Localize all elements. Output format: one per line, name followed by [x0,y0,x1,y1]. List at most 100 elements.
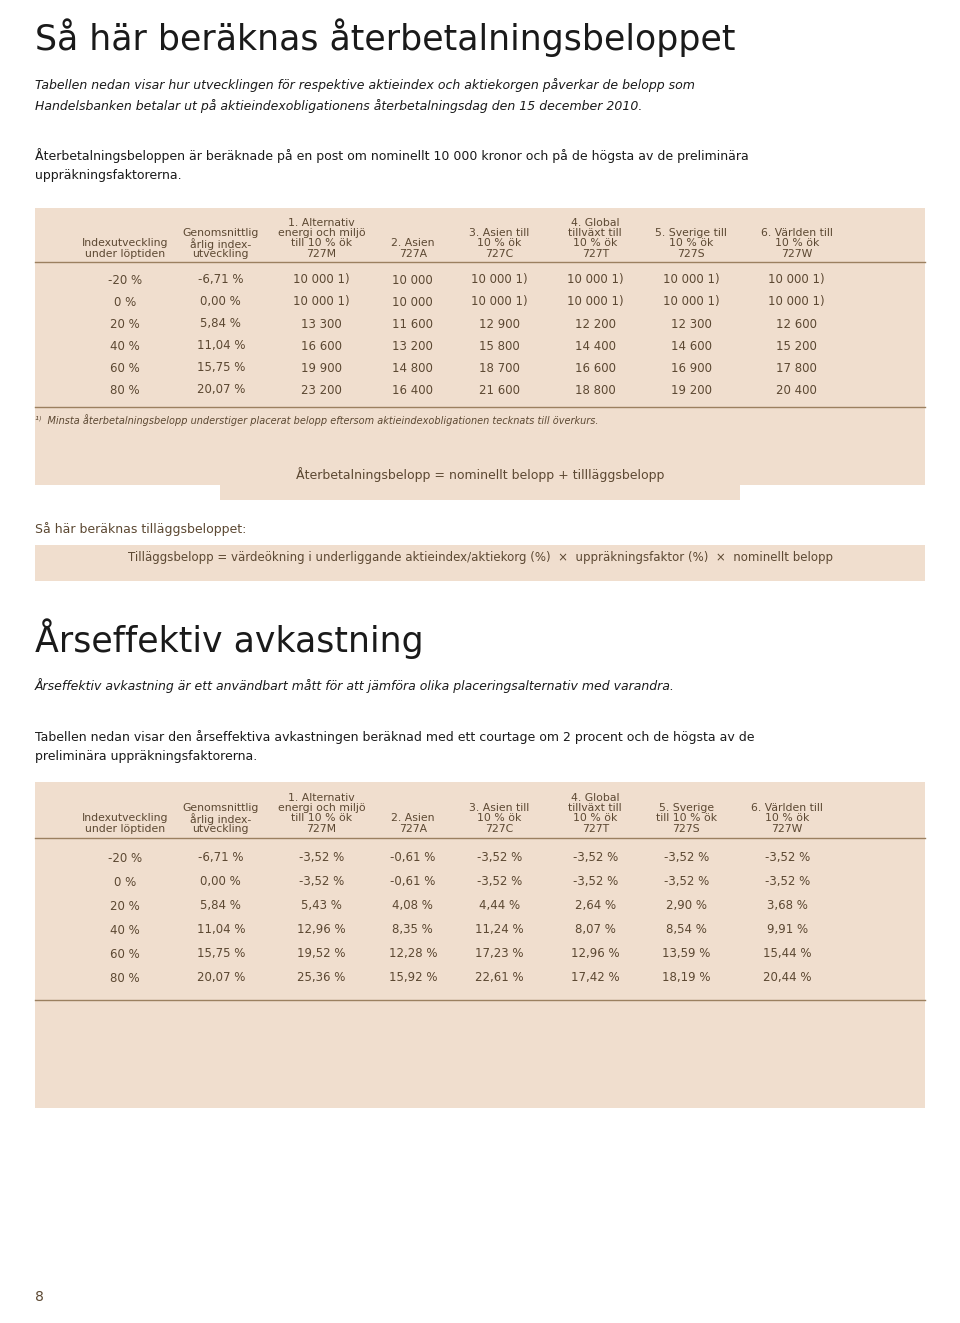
Text: -3,52 %: -3,52 % [663,852,709,864]
Text: 60 %: 60 % [110,361,139,374]
Text: 15,75 %: 15,75 % [197,947,245,960]
Text: -3,52 %: -3,52 % [663,876,709,889]
Text: 17,23 %: 17,23 % [475,947,523,960]
Text: 11,04 %: 11,04 % [197,340,245,352]
Text: -3,52 %: -3,52 % [764,852,810,864]
Text: 14 800: 14 800 [393,361,433,374]
Text: 0 %: 0 % [113,876,136,889]
Text: -0,61 %: -0,61 % [390,852,436,864]
Text: 727T: 727T [582,824,609,833]
Text: -6,71 %: -6,71 % [198,852,244,864]
Text: 5. Sverige: 5. Sverige [659,803,714,814]
Text: 10 000 1): 10 000 1) [567,295,623,308]
Text: 727S: 727S [678,249,705,259]
Text: årlig index-: årlig index- [190,814,252,826]
Text: 20 %: 20 % [110,318,139,331]
Text: -3,52 %: -3,52 % [572,852,618,864]
Text: 0,00 %: 0,00 % [201,295,241,308]
Text: 727A: 727A [398,249,427,259]
Text: 727W: 727W [772,824,803,833]
Text: 5. Sverige till: 5. Sverige till [656,228,727,238]
Text: 10 % ök: 10 % ök [573,814,617,823]
Text: 1. Alternativ: 1. Alternativ [288,792,355,803]
Text: -20 %: -20 % [108,852,142,864]
Text: 13 200: 13 200 [393,340,433,352]
Text: 12 900: 12 900 [479,318,519,331]
Text: 12 200: 12 200 [575,318,615,331]
Text: 20 400: 20 400 [777,384,817,397]
Text: 16 600: 16 600 [301,340,342,352]
Text: Årseffektiv avkastning: Årseffektiv avkastning [35,618,423,659]
Text: tillväxt till: tillväxt till [568,228,622,238]
Text: 20 %: 20 % [110,900,139,913]
Text: Tabellen nedan visar den årseffektiva avkastningen beräknad med ett courtage om : Tabellen nedan visar den årseffektiva av… [35,730,755,763]
Text: energi och miljö: energi och miljö [277,228,366,238]
Text: 22,61 %: 22,61 % [475,971,523,984]
Text: 19,52 %: 19,52 % [298,947,346,960]
Text: Indexutveckling: Indexutveckling [82,814,168,823]
Text: 727M: 727M [306,249,337,259]
Text: Årseffektiv avkastning är ett användbart mått för att jämföra olika placeringsal: Årseffektiv avkastning är ett användbart… [35,677,675,693]
Text: 6. Världen till: 6. Världen till [752,803,823,814]
Text: 2. Asien: 2. Asien [391,238,435,247]
Text: 80 %: 80 % [110,384,139,397]
Text: 10 % ök: 10 % ök [573,238,617,247]
Text: 10 000: 10 000 [393,274,433,287]
Text: 4,08 %: 4,08 % [393,900,433,913]
Text: under löptiden: under löptiden [84,249,165,259]
Text: 18,19 %: 18,19 % [662,971,710,984]
Text: utveckling: utveckling [193,824,249,833]
Text: 0,00 %: 0,00 % [201,876,241,889]
Text: 40 %: 40 % [110,923,139,937]
Text: 727W: 727W [781,249,812,259]
Text: 16 600: 16 600 [575,361,615,374]
Text: 10 000 1): 10 000 1) [567,274,623,287]
Text: 8,35 %: 8,35 % [393,923,433,937]
Text: 727S: 727S [673,824,700,833]
Text: 16 900: 16 900 [671,361,711,374]
Text: 80 %: 80 % [110,971,139,984]
Text: 10 % ök: 10 % ök [765,814,809,823]
Text: Genomsnittlig: Genomsnittlig [182,803,259,814]
Text: 40 %: 40 % [110,340,139,352]
Text: 4. Global: 4. Global [571,218,619,228]
Text: 20,44 %: 20,44 % [763,971,811,984]
Text: utveckling: utveckling [193,249,249,259]
Text: 10 % ök: 10 % ök [477,814,521,823]
Text: 15 200: 15 200 [777,340,817,352]
Text: 12,28 %: 12,28 % [389,947,437,960]
Bar [35,545,925,581]
Text: till 10 % ök: till 10 % ök [291,238,352,247]
Text: 3. Asien till: 3. Asien till [469,228,529,238]
Text: 2,64 %: 2,64 % [575,900,615,913]
Text: -3,52 %: -3,52 % [299,876,345,889]
Text: 10 000 1): 10 000 1) [769,295,825,308]
Text: 19 900: 19 900 [301,361,342,374]
Text: 3,68 %: 3,68 % [767,900,807,913]
Text: 11,24 %: 11,24 % [475,923,523,937]
Text: 17,42 %: 17,42 % [571,971,619,984]
Text: 727C: 727C [485,249,514,259]
Text: 10 000 1): 10 000 1) [294,295,349,308]
Text: 5,84 %: 5,84 % [201,900,241,913]
Text: 21 600: 21 600 [479,384,519,397]
Text: Tabellen nedan visar hur utvecklingen för respektive aktieindex och aktiekorgen : Tabellen nedan visar hur utvecklingen fö… [35,78,695,112]
Text: Så här beräknas återbetalningsbeloppet: Så här beräknas återbetalningsbeloppet [35,19,735,57]
Text: 15,44 %: 15,44 % [763,947,811,960]
Text: 16 400: 16 400 [393,384,433,397]
Text: 14 600: 14 600 [671,340,711,352]
Text: -3,52 %: -3,52 % [572,876,618,889]
Text: 10 000 1): 10 000 1) [471,274,527,287]
Text: Återbetalningsbelopp = nominellt belopp + tillläggsbelopp: Återbetalningsbelopp = nominellt belopp … [296,467,664,483]
Text: -20 %: -20 % [108,274,142,287]
Text: ¹⁾  Minsta återbetalningsbelopp understiger placerat belopp eftersom aktieindexo: ¹⁾ Minsta återbetalningsbelopp understig… [35,414,598,426]
Text: 727M: 727M [306,824,337,833]
Text: 13,59 %: 13,59 % [662,947,710,960]
Text: under löptiden: under löptiden [84,824,165,833]
Text: 8,54 %: 8,54 % [666,923,707,937]
Text: 25,36 %: 25,36 % [298,971,346,984]
Text: Tilläggsbelopp = värdeökning i underliggande aktieindex/aktiekorg (%)  ×  uppräk: Tilläggsbelopp = värdeökning i underligg… [128,550,832,564]
Text: 15 800: 15 800 [479,340,519,352]
Text: 9,91 %: 9,91 % [767,923,807,937]
Text: 13 300: 13 300 [301,318,342,331]
